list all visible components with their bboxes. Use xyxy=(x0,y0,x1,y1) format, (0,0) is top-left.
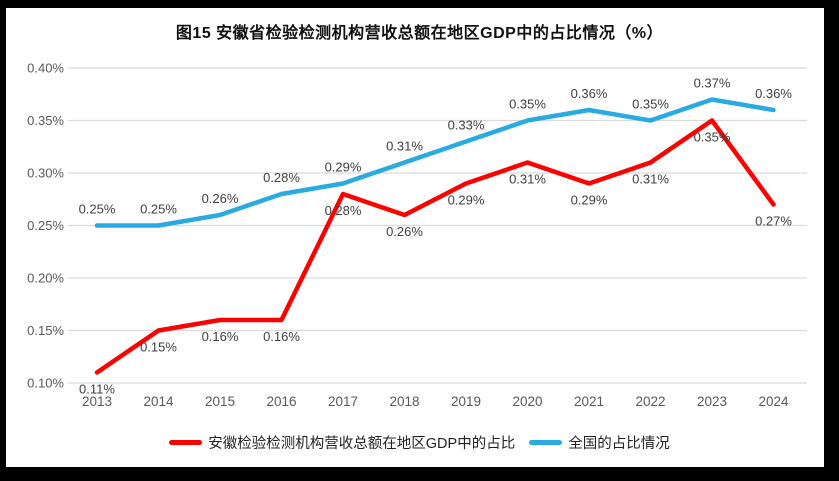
y-tick-label: 0.10% xyxy=(27,376,64,391)
national-share-data-label: 0.35% xyxy=(632,97,669,112)
x-tick-label: 2023 xyxy=(697,394,727,409)
anhui-gdp-share-data-label: 0.16% xyxy=(263,329,300,344)
frame-border-left xyxy=(0,0,6,481)
national-share-data-label: 0.36% xyxy=(571,86,608,101)
x-tick-label: 2022 xyxy=(635,394,665,409)
y-tick-label: 0.30% xyxy=(27,166,64,181)
anhui-gdp-share-data-label: 0.29% xyxy=(448,193,485,208)
x-tick-label: 2013 xyxy=(82,394,112,409)
anhui-gdp-share-data-label: 0.11% xyxy=(79,382,115,397)
x-tick-label: 2015 xyxy=(205,394,235,409)
y-tick-label: 0.25% xyxy=(27,218,64,233)
national-share-data-label: 0.29% xyxy=(325,160,362,175)
anhui-gdp-share-data-label: 0.35% xyxy=(694,130,731,145)
y-tick-label: 0.40% xyxy=(27,61,64,76)
national-series-swatch xyxy=(529,440,563,445)
chart-legend: 安徽检验检测机构营收总额在地区GDP中的占比 全国的占比情况 xyxy=(0,432,839,453)
anhui-gdp-share-data-label: 0.16% xyxy=(202,329,239,344)
y-tick-label: 0.35% xyxy=(27,113,64,128)
x-tick-label: 2024 xyxy=(758,394,789,409)
national-share-data-label: 0.33% xyxy=(448,118,485,133)
legend-item-national: 全国的占比情况 xyxy=(529,432,670,453)
anhui-gdp-share-data-label: 0.27% xyxy=(755,214,792,229)
legend-item-anhui: 安徽检验检测机构营收总额在地区GDP中的占比 xyxy=(169,432,515,453)
chart-title: 图15 安徽省检验检测机构营收总额在地区GDP中的占比情况（%） xyxy=(175,25,664,42)
anhui-gdp-share-data-label: 0.26% xyxy=(386,224,423,239)
national-share-data-label: 0.25% xyxy=(79,202,116,217)
x-tick-label: 2016 xyxy=(266,394,296,409)
x-tick-label: 2021 xyxy=(574,394,604,409)
frame-border-right xyxy=(824,0,839,481)
x-tick-label: 2020 xyxy=(512,394,542,409)
anhui-gdp-share-data-label: 0.29% xyxy=(571,193,608,208)
x-tick-label: 2014 xyxy=(143,394,174,409)
national-share-line xyxy=(94,97,776,228)
national-share-data-label: 0.31% xyxy=(386,139,423,154)
anhui-gdp-share-data-label: 0.15% xyxy=(140,340,177,355)
anhui-gdp-share-data-label: 0.28% xyxy=(325,203,362,218)
national-share-data-label: 0.26% xyxy=(202,191,239,206)
y-tick-label: 0.20% xyxy=(27,271,64,286)
national-share-data-label: 0.28% xyxy=(263,170,300,185)
y-tick-label: 0.15% xyxy=(27,323,64,338)
frame-border-top xyxy=(0,0,839,8)
anhui-gdp-share-line xyxy=(94,118,776,375)
anhui-gdp-share-data-label: 0.31% xyxy=(509,172,546,187)
x-tick-label: 2018 xyxy=(389,394,419,409)
national-share-data-label: 0.37% xyxy=(694,76,731,91)
national-share-data-label: 0.36% xyxy=(755,86,792,101)
frame-border-bottom xyxy=(0,467,839,481)
anhui-gdp-share-data-label: 0.31% xyxy=(632,172,669,187)
x-tick-label: 2019 xyxy=(451,394,481,409)
anhui-series-swatch xyxy=(169,440,203,445)
national-share-data-label: 0.25% xyxy=(140,202,177,217)
legend-label-anhui: 安徽检验检测机构营收总额在地区GDP中的占比 xyxy=(208,436,516,452)
national-share-data-label: 0.35% xyxy=(509,97,546,112)
x-tick-label: 2017 xyxy=(328,394,358,409)
legend-label-national: 全国的占比情况 xyxy=(568,436,670,452)
